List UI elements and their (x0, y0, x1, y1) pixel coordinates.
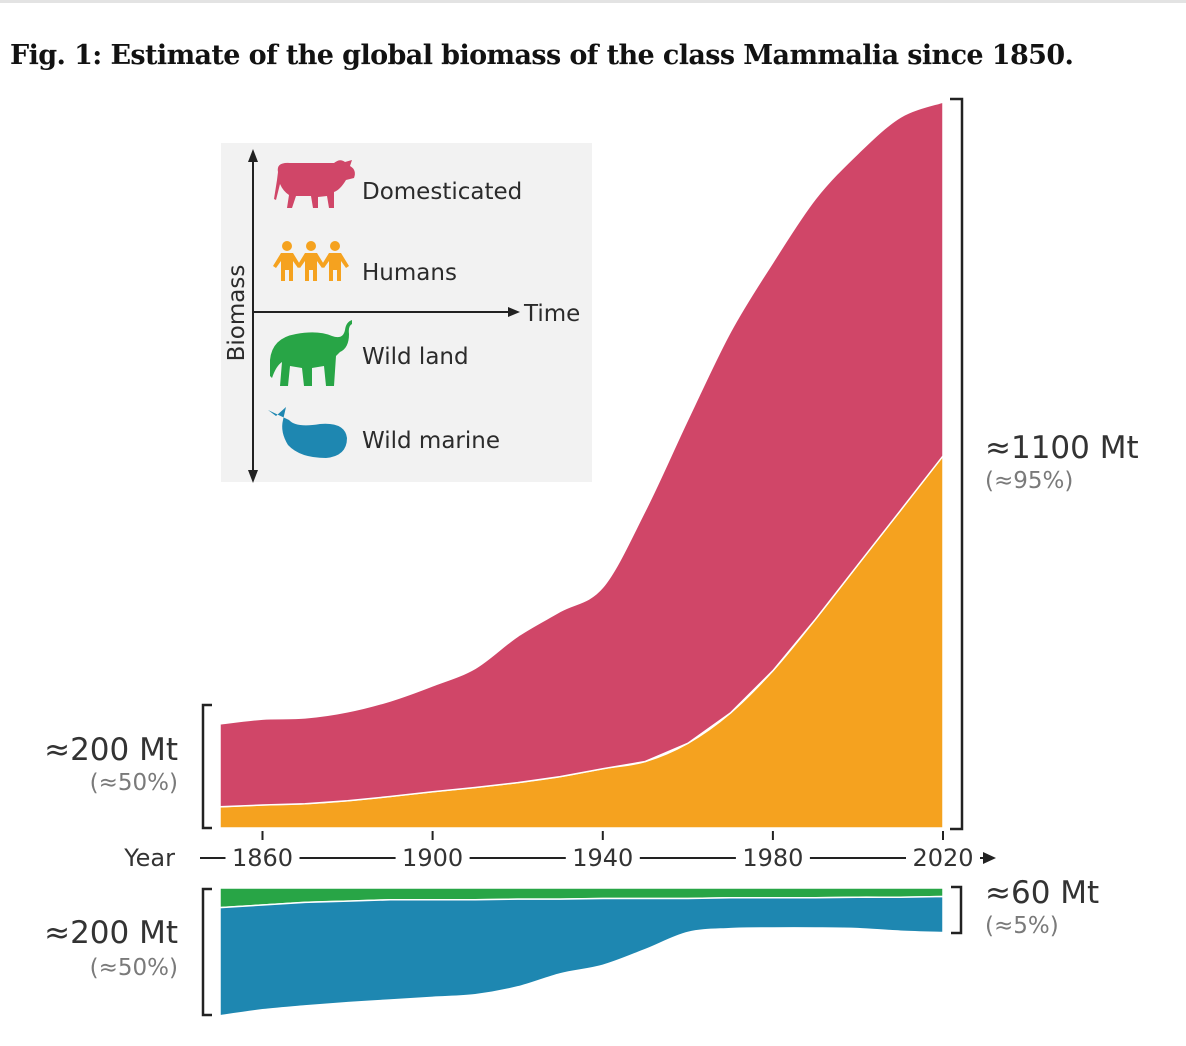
legend-label-wild-marine: Wild marine (362, 428, 500, 454)
bottom-start-share-label: (≈50%) (90, 955, 178, 981)
top-start-share-label: (≈50%) (90, 770, 178, 796)
bottom-start-value-label: ≈200 Mt (44, 915, 178, 951)
top-end-share-label: (≈95%) (985, 468, 1073, 494)
legend-time-label: Time (523, 301, 580, 327)
figure-title: Fig. 1: Estimate of the global biomass o… (10, 40, 1074, 71)
top-start-value-label: ≈200 Mt (44, 732, 178, 768)
start-bracket-top (201, 703, 212, 830)
x-tick-gap (565, 846, 640, 870)
legend-label-humans: Humans (362, 260, 457, 286)
cow-icon (274, 160, 355, 208)
x-tick-label: 1940 (572, 844, 633, 872)
legend-label-domesticated: Domesticated (362, 179, 522, 205)
year-axis-label: Year (123, 844, 175, 872)
x-tick-gap (906, 846, 980, 870)
elephant-icon (270, 320, 352, 386)
bottom-end-share-label: (≈5%) (985, 913, 1059, 939)
whale-icon (268, 407, 347, 458)
bottom-end-value-label: ≈60 Mt (985, 875, 1099, 911)
top-end-value-label: ≈1100 Mt (985, 430, 1139, 466)
wild-mammal-areas (219, 887, 944, 1017)
wild-marine-area (219, 895, 944, 1017)
x-tick-label: 1900 (402, 844, 463, 872)
legend: Biomass Time Domesticated Humans Wild la… (221, 143, 592, 483)
human-livestock-areas (219, 100, 944, 829)
x-tick-gap (735, 846, 810, 870)
x-tick-gap (395, 846, 470, 870)
end-bracket-bottom (951, 885, 963, 935)
domesticated-area (219, 100, 944, 808)
legend-label-wild-land: Wild land (362, 344, 469, 370)
legend-biomass-label: Biomass (224, 265, 250, 362)
x-tick-gap (225, 846, 300, 870)
year-axis: Year 1860 1900 1940 1980 2020 (123, 831, 996, 872)
start-bracket-bottom (201, 887, 212, 1017)
x-tick-label: 1980 (742, 844, 803, 872)
top-divider (0, 0, 1186, 3)
people-icon (273, 241, 349, 281)
x-tick-label: 2020 (912, 844, 973, 872)
year-axis-arrowhead (983, 852, 996, 864)
x-tick-label: 1860 (232, 844, 293, 872)
end-bracket-top (950, 97, 964, 831)
